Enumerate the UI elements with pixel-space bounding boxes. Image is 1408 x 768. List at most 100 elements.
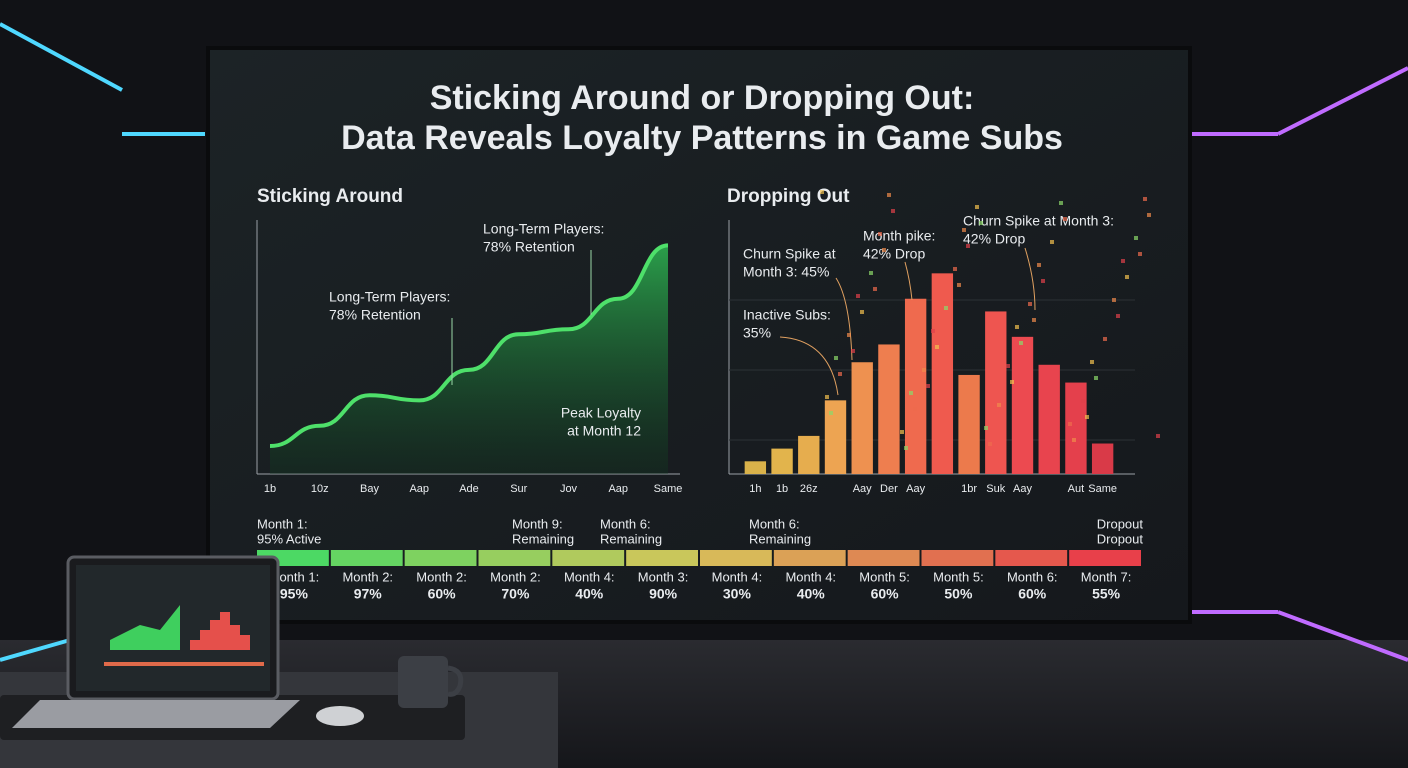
screen: [210, 50, 1188, 620]
timeline-label: Month 4:: [785, 569, 836, 584]
particle: [944, 306, 948, 310]
particle: [878, 232, 882, 236]
mouse: [316, 706, 364, 726]
particle: [984, 426, 988, 430]
timeline-note: 95% Active: [257, 531, 321, 546]
mug: [398, 656, 448, 708]
timeline-label: Month 3:: [638, 569, 689, 584]
particle: [931, 329, 935, 333]
timeline-value: 50%: [944, 586, 973, 602]
page-title: Data Reveals Loyalty Patterns in Game Su…: [341, 119, 1063, 157]
annotation: Month 3: 45%: [743, 264, 829, 280]
particle: [909, 391, 913, 395]
particle: [1068, 422, 1072, 426]
timeline-segment: [626, 550, 698, 566]
timeline-note: Month 1:: [257, 516, 308, 531]
particle: [1019, 341, 1023, 345]
particle: [1006, 364, 1010, 368]
particle: [975, 205, 979, 209]
bar: [1011, 336, 1034, 474]
leader-line: [779, 336, 839, 396]
line: [269, 243, 669, 449]
particle: [1138, 252, 1142, 256]
timeline-segment: [404, 550, 477, 566]
particle: [882, 248, 886, 252]
laptop-bar: [104, 662, 264, 666]
particle: [966, 244, 970, 248]
neon-light: [0, 638, 71, 662]
particle: [913, 407, 917, 411]
x-tick-label: 10z: [311, 483, 329, 495]
timeline-label: Month 7:: [1081, 569, 1132, 584]
x-tick-label: 26z: [800, 483, 818, 495]
timeline-note: Remaining: [512, 531, 574, 546]
bar: [1091, 443, 1114, 474]
timeline-label: Month 1:: [269, 569, 320, 584]
particle: [1037, 263, 1041, 267]
annotation: 42% Drop: [963, 231, 1025, 247]
timeline-note: Month 6:: [600, 516, 651, 531]
particle: [1081, 399, 1085, 403]
timeline-value: 40%: [797, 586, 826, 602]
bar: [798, 435, 820, 474]
particle: [1085, 415, 1089, 419]
timeline-label: Month 2:: [342, 569, 393, 584]
x-tick-label: Der: [880, 483, 898, 495]
x-tick-label: Aap: [608, 483, 628, 495]
laptop-chart: [190, 612, 250, 650]
timeline-label: Month 5:: [859, 569, 910, 584]
particle: [1116, 314, 1120, 318]
timeline-note: Remaining: [749, 531, 811, 546]
bar: [931, 273, 954, 474]
particle: [926, 384, 930, 388]
particle: [1050, 240, 1054, 244]
particle: [829, 411, 833, 415]
timeline-segment: [1069, 550, 1141, 566]
particle: [887, 193, 891, 197]
particle: [1072, 438, 1076, 442]
particle: [1028, 302, 1032, 306]
timeline-value: 40%: [575, 586, 604, 602]
timeline-note: Month 6:: [749, 516, 800, 531]
annotation: at Month 12: [567, 423, 641, 439]
particle: [1059, 201, 1063, 205]
particle: [1125, 275, 1129, 279]
particle: [904, 446, 908, 450]
x-tick-label: Aay: [853, 483, 872, 495]
particle: [825, 395, 829, 399]
bar: [985, 311, 1007, 474]
particle: [869, 271, 873, 275]
x-tick-label: Aay: [906, 483, 925, 495]
particle: [1063, 217, 1067, 221]
timeline-label: Month 6:: [1007, 569, 1058, 584]
particle: [1156, 434, 1160, 438]
annotation: Peak Loyalty: [561, 405, 641, 421]
particle: [988, 442, 992, 446]
particle: [891, 209, 895, 213]
annotation: Long-Term Players:: [329, 289, 450, 305]
timeline-segment: [552, 550, 625, 566]
laptop-chart: [110, 605, 180, 650]
timeline-segment: [995, 550, 1068, 566]
particle: [847, 333, 851, 337]
particle: [1094, 376, 1098, 380]
bar: [771, 448, 793, 474]
annotation: 42% Drop: [863, 246, 925, 262]
timeline-note: Remaining: [600, 531, 662, 546]
laptop-base: [12, 700, 300, 728]
particle: [873, 287, 877, 291]
page-title: Sticking Around or Dropping Out:: [430, 79, 975, 117]
timeline-value: 60%: [428, 586, 457, 602]
x-tick-label: Suk: [986, 483, 1005, 495]
neon-light: [1277, 66, 1408, 136]
neon-light: [0, 22, 123, 92]
x-tick-label: 1b: [776, 483, 788, 495]
particle: [957, 283, 961, 287]
timeline-value: 90%: [649, 586, 678, 602]
bar: [1038, 364, 1060, 474]
annotation: Churn Spike at Month 3:: [963, 213, 1114, 229]
leader-line: [904, 261, 913, 301]
timeline-note: Dropout: [1097, 516, 1144, 531]
particle: [1041, 279, 1045, 283]
particle: [834, 356, 838, 360]
